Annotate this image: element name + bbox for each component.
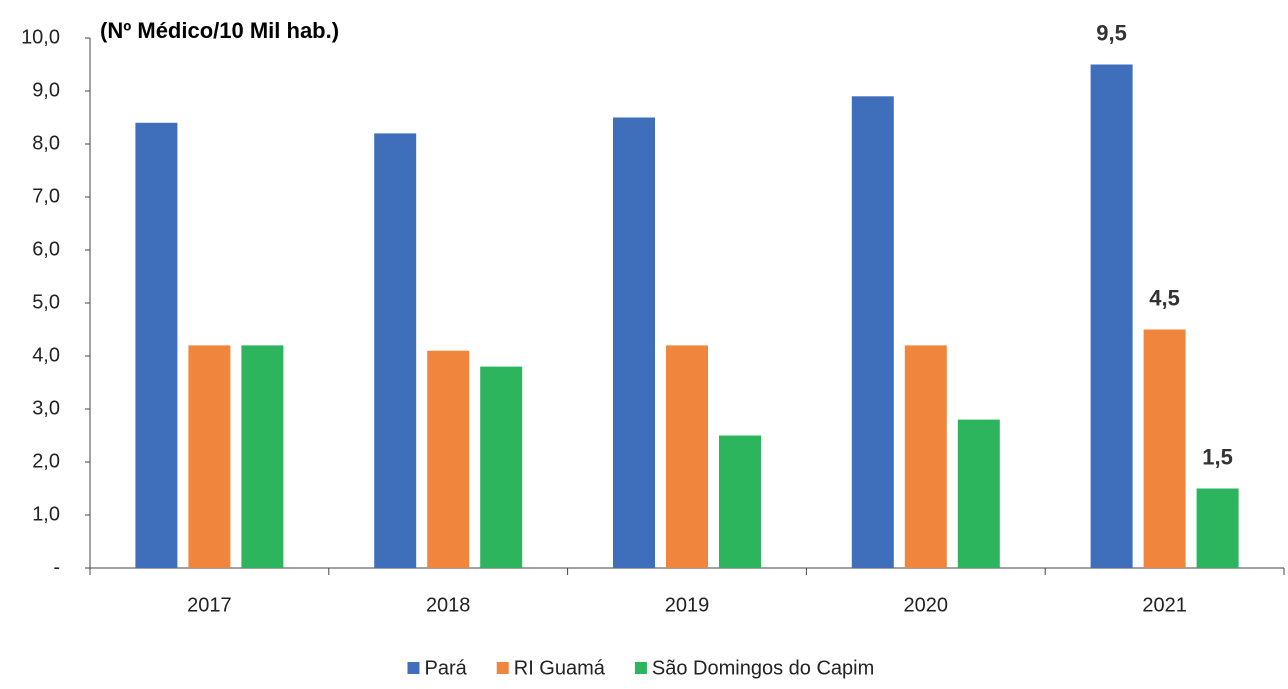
y-tick-label: 1,0 — [32, 503, 60, 525]
y-tick-label: 8,0 — [32, 132, 60, 154]
legend-swatch — [407, 662, 420, 674]
bar — [135, 122, 178, 569]
x-tick-label: 2019 — [665, 594, 710, 616]
legend: Pará RI Guamá São Domingos do Capim — [407, 657, 874, 679]
bar — [719, 435, 761, 568]
bar — [851, 96, 894, 569]
y-tick-label: 5,0 — [32, 291, 60, 313]
legend-swatch — [496, 662, 509, 674]
x-tick-label: 2018 — [426, 594, 471, 616]
bar — [427, 350, 470, 568]
bar — [241, 345, 284, 568]
data-label: 4,5 — [1149, 285, 1180, 310]
legend-label: Pará — [425, 657, 468, 679]
y-tick-label: 6,0 — [32, 238, 60, 260]
bar — [613, 117, 655, 568]
y-tick-label: 9,0 — [32, 79, 60, 101]
data-label: 1,5 — [1202, 444, 1233, 469]
legend-swatch — [634, 662, 647, 674]
x-tick-label: 2020 — [904, 594, 949, 616]
bar — [1090, 64, 1133, 568]
bar — [480, 366, 523, 568]
bar — [1196, 488, 1239, 568]
bar — [188, 345, 231, 568]
y-tick-label: 4,0 — [32, 344, 60, 366]
x-tick-label: 2021 — [1142, 594, 1187, 616]
y-tick-label: 7,0 — [32, 185, 60, 207]
bar — [957, 419, 1000, 568]
x-tick-label: 2017 — [187, 594, 232, 616]
y-tick-label: 3,0 — [32, 397, 60, 419]
legend-label: RI Guamá — [514, 657, 606, 679]
y-tick-label: 10,0 — [21, 26, 60, 48]
bar — [666, 345, 708, 568]
legend-label: São Domingos do Capim — [652, 657, 874, 679]
y-tick-label: - — [53, 556, 60, 578]
chart-title: (Nº Médico/10 Mil hab.) — [100, 18, 339, 43]
y-tick-label: 2,0 — [32, 450, 60, 472]
bar — [374, 133, 417, 568]
bar — [904, 345, 947, 568]
data-label: 9,5 — [1096, 20, 1127, 45]
bar — [1143, 329, 1186, 568]
